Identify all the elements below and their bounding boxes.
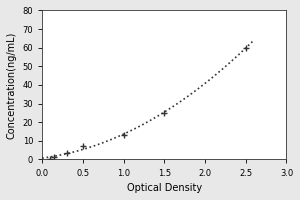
X-axis label: Optical Density: Optical Density	[127, 183, 202, 193]
Y-axis label: Concentration(ng/mL): Concentration(ng/mL)	[7, 31, 17, 139]
